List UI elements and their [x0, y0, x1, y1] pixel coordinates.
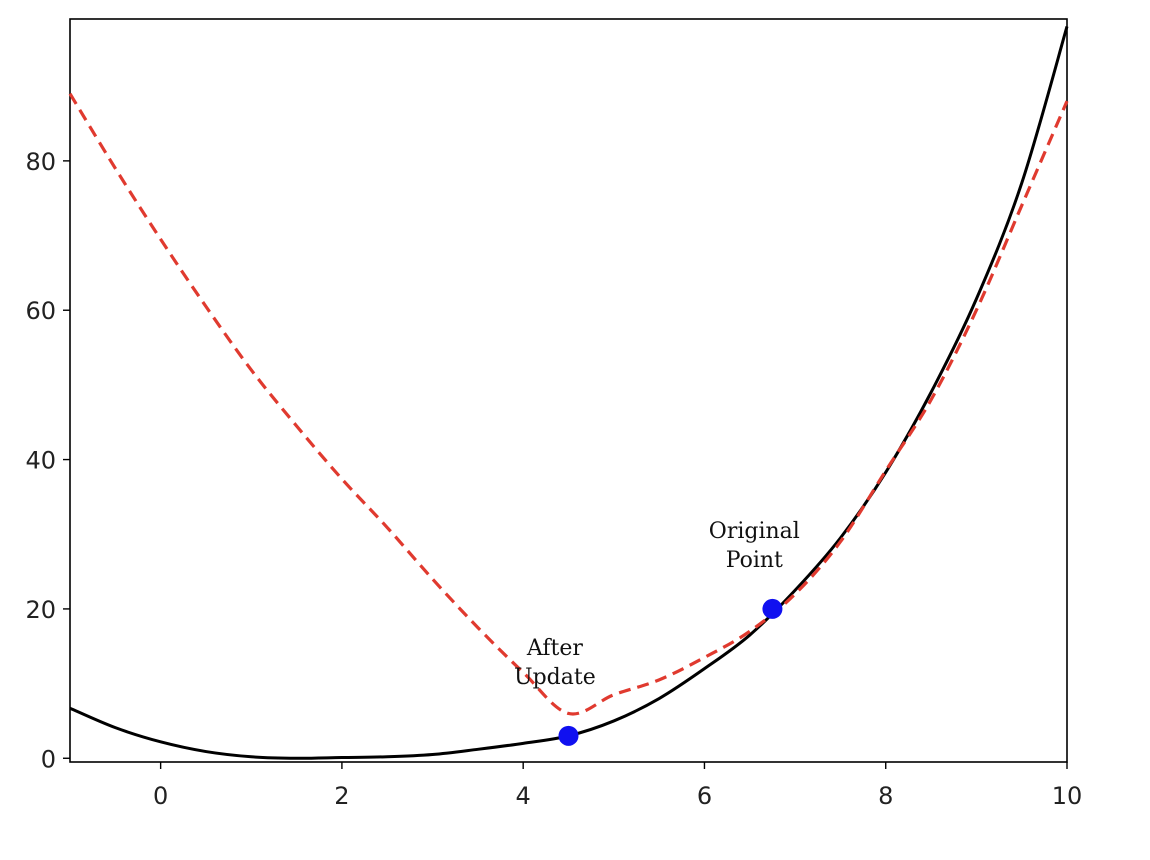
x-tick-label: 8: [878, 782, 893, 810]
y-tick-label: 20: [25, 596, 56, 624]
x-tick-label: 10: [1052, 782, 1083, 810]
annotation-line: Update: [514, 665, 596, 690]
plot-frame: [69, 18, 1068, 763]
y-tick-label: 40: [25, 447, 56, 475]
y-tick-label: 60: [25, 297, 56, 325]
x-tick-label: 6: [697, 782, 712, 810]
series-layer: [68, 26, 1069, 760]
x-tick-label: 4: [516, 782, 531, 810]
y-tick-label: 0: [41, 745, 56, 773]
y-tick-label: 80: [25, 148, 56, 176]
points-layer: [558, 598, 783, 746]
solid-curve-line: [69, 26, 1069, 760]
after-update-annotation: After Update: [514, 636, 596, 690]
x-tick-label: 0: [153, 782, 168, 810]
x-axis: 0 2 4 6 8 10: [153, 762, 1082, 810]
annotation-line: Original: [709, 519, 800, 544]
after-update-point: [558, 725, 579, 746]
annotation-line: Point: [726, 548, 783, 573]
x-tick-label: 2: [334, 782, 349, 810]
original-point: [762, 598, 783, 619]
dashed-curve-line: [68, 92, 1069, 716]
annotation-line: After: [526, 636, 584, 661]
y-axis: 0 20 40 60 80: [25, 148, 70, 773]
original-point-annotation: Original Point: [709, 519, 800, 573]
annotation-layer: After Update Original Point: [514, 519, 800, 690]
